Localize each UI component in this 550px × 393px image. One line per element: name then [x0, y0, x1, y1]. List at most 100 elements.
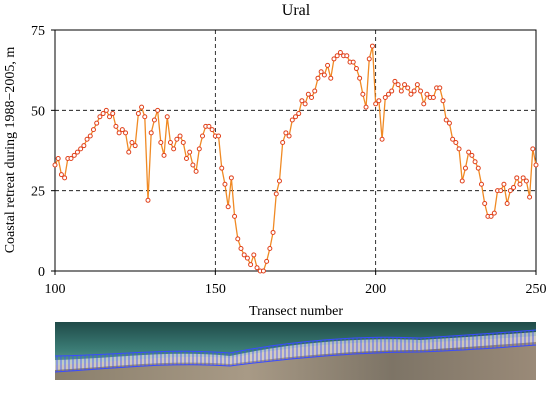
y-tick-label: 0	[38, 265, 45, 280]
data-point	[318, 69, 324, 75]
data-point	[501, 181, 507, 187]
data-point	[482, 201, 488, 207]
data-point	[286, 133, 292, 139]
data-point	[315, 75, 321, 81]
data-point	[369, 43, 375, 49]
x-tick-label: 100	[45, 282, 66, 297]
data-point	[376, 98, 382, 104]
data-point	[273, 191, 279, 197]
data-point	[222, 181, 228, 187]
data-point	[478, 181, 484, 187]
data-point	[446, 120, 452, 126]
data-point	[78, 146, 84, 152]
data-point	[472, 159, 478, 165]
data-point	[517, 181, 523, 187]
data-point	[453, 139, 459, 145]
data-point	[206, 123, 212, 129]
y-tick-label: 75	[31, 24, 45, 39]
data-point	[260, 268, 266, 274]
data-point	[527, 194, 533, 200]
data-point	[530, 146, 536, 152]
data-line	[54, 45, 537, 272]
data-point	[411, 88, 417, 94]
data-point	[450, 136, 456, 142]
x-tick-label: 200	[365, 282, 386, 297]
data-point	[94, 120, 100, 126]
data-point	[414, 82, 420, 88]
data-point	[302, 101, 308, 107]
data-point	[270, 229, 276, 235]
data-point	[177, 133, 183, 139]
data-point	[430, 94, 436, 100]
data-point	[392, 78, 398, 84]
data-point	[379, 136, 385, 142]
data-point	[248, 262, 254, 268]
data-point	[514, 175, 520, 181]
data-point	[321, 72, 327, 78]
data-point	[382, 94, 388, 100]
data-point	[123, 130, 129, 136]
data-point	[498, 188, 504, 194]
data-point	[142, 114, 148, 120]
data-point	[424, 91, 430, 97]
data-point	[398, 88, 404, 94]
data-point	[148, 130, 154, 136]
data-point	[504, 201, 510, 207]
x-tick-label: 150	[205, 282, 226, 297]
data-point	[437, 85, 443, 91]
data-point	[62, 175, 68, 181]
data-point	[171, 146, 177, 152]
data-point	[523, 178, 529, 184]
data-point	[145, 197, 151, 203]
data-point	[440, 98, 446, 104]
data-point	[353, 66, 359, 72]
data-point	[305, 91, 311, 97]
data-point	[158, 139, 164, 145]
data-point	[373, 101, 379, 107]
data-point	[466, 149, 472, 155]
data-point	[293, 114, 298, 120]
data-point	[90, 127, 96, 133]
data-point	[126, 149, 132, 155]
data-point	[280, 139, 286, 145]
data-point	[296, 111, 302, 117]
data-point	[87, 133, 93, 139]
data-point	[110, 111, 116, 117]
data-point	[232, 213, 238, 219]
data-point	[511, 184, 517, 190]
data-point	[459, 178, 465, 184]
chart-title: Ural	[282, 2, 311, 19]
data-point	[235, 236, 241, 242]
data-point	[135, 111, 141, 117]
data-point	[100, 111, 106, 117]
data-point	[193, 168, 199, 174]
data-point	[244, 255, 250, 261]
data-point	[81, 143, 87, 149]
x-axis-label: Transect number	[249, 304, 343, 319]
data-point	[475, 165, 481, 171]
data-point	[360, 91, 366, 97]
data-point	[395, 82, 401, 88]
data-point	[74, 149, 80, 155]
data-point	[174, 136, 180, 142]
data-point	[469, 152, 475, 158]
data-point	[309, 94, 315, 100]
data-point	[283, 130, 289, 136]
data-point	[462, 165, 468, 171]
x-tick-label: 250	[526, 282, 547, 297]
data-point	[200, 133, 206, 139]
data-point	[52, 162, 58, 168]
data-point	[418, 88, 424, 94]
data-point	[312, 88, 318, 94]
data-point	[71, 152, 77, 158]
data-point	[267, 246, 273, 252]
plot-area: 0 25 50 75 100 150 200 250	[31, 24, 547, 297]
data-point	[97, 114, 103, 120]
data-point	[350, 59, 356, 65]
data-point	[119, 127, 125, 133]
data-point	[366, 56, 372, 62]
data-point	[129, 139, 135, 145]
data-point	[408, 91, 414, 97]
data-point	[254, 265, 260, 271]
